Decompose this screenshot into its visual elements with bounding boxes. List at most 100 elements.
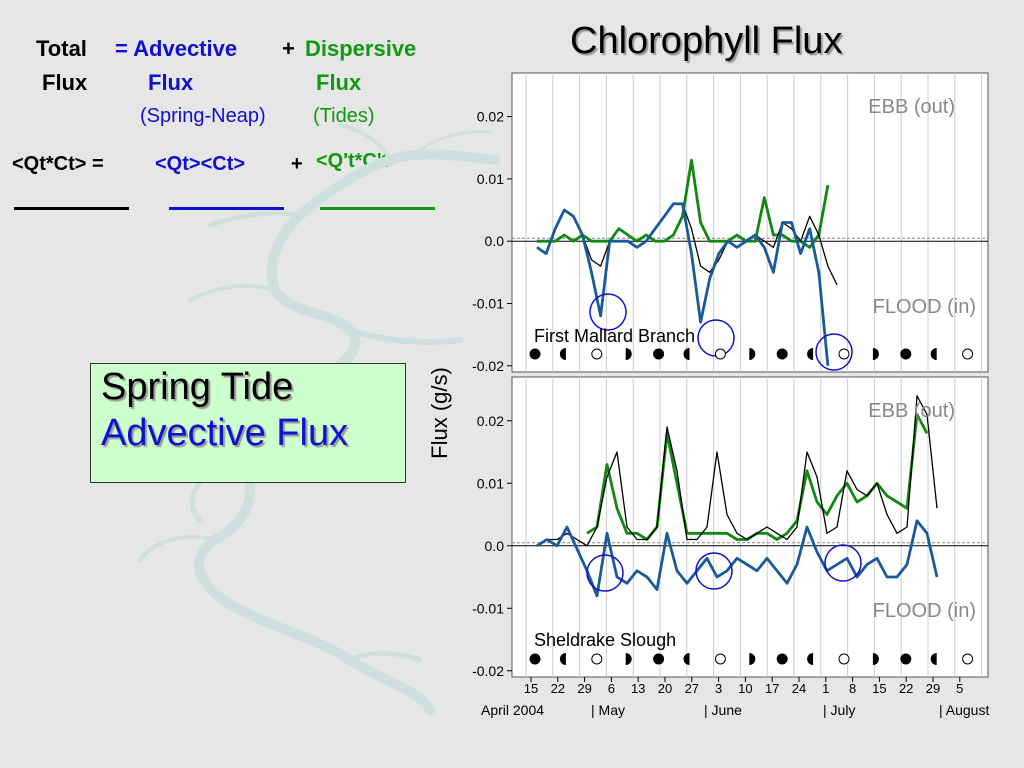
- underline-dispersive: [320, 207, 435, 210]
- moon-full: [776, 653, 788, 665]
- x-tick-label: 15: [872, 681, 886, 696]
- y-tick-label: -0.02: [472, 358, 504, 374]
- series-line-total: [536, 395, 938, 547]
- total-flux-label: Flux: [42, 70, 88, 95]
- advective-flux-label: Flux: [148, 70, 194, 95]
- moon-last-quarter: [930, 348, 937, 360]
- ebb-label: EBB (out): [868, 96, 955, 118]
- moon-first-quarter: [872, 348, 879, 360]
- moon-full: [653, 653, 665, 665]
- moon-new: [591, 653, 603, 665]
- y-tick-label: 0.02: [477, 413, 504, 429]
- spring-tide-line2: Advective Flux: [101, 412, 349, 454]
- moon-full: [653, 348, 665, 360]
- chart-panel-sheldrake: 0.02 0.01 0.0 -0.01 -0.02 EBB (out) FLOOD (in)…: [472, 376, 989, 679]
- x-tick-label: 5: [956, 681, 963, 696]
- spring-tide-box: Spring Tide Advective Flux: [90, 363, 406, 483]
- flood-label: FLOOD (in): [873, 600, 976, 622]
- qtct-label: <Qt*Ct> =: [12, 153, 104, 175]
- month-label: | May: [591, 702, 625, 718]
- y-tick-label: -0.02: [472, 663, 504, 679]
- spring-neap-label: (Spring-Neap): [140, 105, 266, 127]
- x-tick-label: 24: [792, 681, 806, 696]
- underline-advective: [169, 207, 284, 210]
- flood-label: FLOOD (in): [873, 296, 976, 318]
- x-tick-label: 22: [899, 681, 913, 696]
- moon-last-quarter: [683, 653, 690, 665]
- moon-first-quarter: [749, 653, 756, 665]
- highlight-circle: [815, 333, 853, 371]
- moon-full: [529, 653, 541, 665]
- highlight-circle: [824, 544, 862, 582]
- moon-new: [838, 348, 850, 360]
- moon-last-quarter: [683, 348, 690, 360]
- moon-first-quarter: [749, 348, 756, 360]
- x-tick-label: 3: [715, 681, 722, 696]
- x-tick-label: 29: [577, 681, 591, 696]
- series-line-advective: [536, 202, 830, 366]
- station-label: Sheldrake Slough: [534, 630, 676, 650]
- x-tick-label: 15: [524, 681, 538, 696]
- x-tick-label: 27: [685, 681, 699, 696]
- underline-total: [14, 207, 129, 210]
- plot-area: [511, 72, 989, 373]
- x-tick-label: 29: [926, 681, 940, 696]
- moon-full: [776, 348, 788, 360]
- dispersive-flux-label: Flux: [316, 70, 362, 95]
- x-tick-label: 8: [849, 681, 856, 696]
- moon-new: [838, 653, 850, 665]
- moon-new: [714, 348, 726, 360]
- moon-first-quarter: [872, 653, 879, 665]
- moon-last-quarter: [559, 348, 566, 360]
- dispersive-label: Dispersive: [305, 36, 417, 61]
- x-tick-label: 22: [551, 681, 565, 696]
- moon-new: [714, 653, 726, 665]
- x-tick-label: 13: [631, 681, 645, 696]
- x-tick-label: 10: [738, 681, 752, 696]
- y-tick-label: -0.01: [472, 600, 504, 616]
- ebb-label: EBB (out): [868, 400, 955, 422]
- month-label: | August: [939, 702, 989, 718]
- y-axis-label-wrap: Flux (g/s): [420, 367, 460, 459]
- moon-first-quarter: [625, 348, 632, 360]
- advective-label: = Advective: [115, 36, 238, 61]
- plot-area: [511, 376, 989, 678]
- qtct-advective-label: <Qt><Ct>: [155, 153, 246, 175]
- station-label: First Mallard Branch: [534, 326, 695, 346]
- x-tick-label: 17: [765, 681, 779, 696]
- moon-full: [900, 348, 912, 360]
- moon-last-quarter: [559, 653, 566, 665]
- plus-sign-1: +: [282, 36, 295, 61]
- x-tick-label: 20: [658, 681, 672, 696]
- moon-new: [962, 653, 974, 665]
- series-line-advective: [536, 519, 939, 598]
- total-label: Total: [36, 36, 87, 61]
- month-label: | June: [704, 702, 742, 718]
- highlight-circle: [589, 293, 627, 331]
- chart-panel-mallard: 0.02 0.01 0.0 -0.01 -0.02 EBB (out) FLOOD (in)…: [472, 72, 989, 374]
- plus-sign-2: +: [291, 153, 303, 175]
- y-tick-label: 0.0: [485, 538, 505, 554]
- moon-full: [529, 348, 541, 360]
- y-tick-label: 0.0: [485, 233, 505, 249]
- moon-last-quarter: [930, 653, 937, 665]
- x-tick-label: 1: [822, 681, 829, 696]
- moon-new: [591, 348, 603, 360]
- x-axis: 15 22 29 6 13 20 27 3 10 17 24 1 8 15 22 29 5 April 2004 |…: [481, 677, 989, 718]
- moon-first-quarter: [625, 653, 632, 665]
- chart-title: Chlorophyll Flux: [570, 20, 843, 62]
- y-tick-label: -0.01: [472, 295, 504, 311]
- moon-last-quarter: [807, 348, 814, 360]
- moon-last-quarter: [807, 653, 814, 665]
- highlight-circle: [695, 552, 733, 590]
- y-tick-label: 0.02: [477, 109, 504, 125]
- month-label: April 2004: [481, 702, 544, 718]
- tides-label: (Tides): [313, 105, 375, 127]
- y-tick-label: 0.01: [477, 475, 504, 491]
- series-line-total: [536, 203, 838, 286]
- x-tick-label: 6: [608, 681, 615, 696]
- month-label: | July: [823, 702, 855, 718]
- y-axis-label: Flux (g/s): [427, 367, 452, 459]
- moon-full: [900, 653, 912, 665]
